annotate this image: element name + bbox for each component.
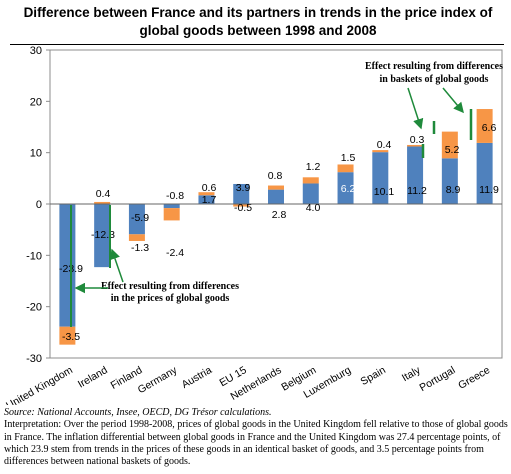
data-label: -5.9 <box>131 212 149 224</box>
source-note: Source: National Accounts, Insee, OECD, … <box>4 407 272 418</box>
bar-baskets-ireland <box>94 201 111 204</box>
bar-prices-germany <box>163 204 180 209</box>
chart-notes: Source: National Accounts, Insee, OECD, … <box>4 407 508 468</box>
data-label: -2.4 <box>166 247 184 259</box>
x-tick-label-ireland: Ireland <box>76 364 110 391</box>
data-label: 0.4 <box>377 139 392 151</box>
data-label: 0.3 <box>410 134 425 146</box>
bar-baskets-greece <box>476 109 493 143</box>
annotation-baskets-line: in baskets of global goods <box>380 74 489 85</box>
data-label: 1.5 <box>341 152 356 164</box>
bar-prices-luxemburg <box>337 172 354 204</box>
interpretation-note: Interpretation: Over the period 1998-200… <box>4 419 508 468</box>
annotation-prices-line: Effect resulting from differences <box>101 281 239 292</box>
data-label: 1.7 <box>202 194 217 206</box>
y-tick-label: 20 <box>30 96 42 108</box>
bar-prices-italy <box>407 146 424 204</box>
data-label: 10.1 <box>374 186 395 198</box>
bar-prices-portugal <box>441 158 458 204</box>
x-tick-label-austria: Austria <box>180 364 214 391</box>
bar-baskets-portugal <box>441 131 458 159</box>
data-label: -0.8 <box>166 190 184 202</box>
bar-prices-greece <box>476 142 493 204</box>
y-tick-label: 0 <box>36 199 42 211</box>
data-label: 8.9 <box>446 184 461 196</box>
data-label: -0.5 <box>234 202 252 214</box>
annotation-arrow <box>109 248 124 283</box>
data-label: -1.3 <box>131 242 149 254</box>
x-tick-label-italy: Italy <box>400 364 423 384</box>
data-label: 6.6 <box>482 122 497 134</box>
title-divider <box>10 44 504 45</box>
x-tick-label-spain: Spain <box>359 364 388 388</box>
bar-prices-belgium <box>302 183 319 204</box>
data-label: 0.4 <box>96 188 111 200</box>
data-label: -3.5 <box>62 331 80 343</box>
y-tick-label: 30 <box>30 45 42 57</box>
bar-prices-spain <box>372 152 389 204</box>
data-label: 2.8 <box>272 209 287 221</box>
y-tick-label: -30 <box>26 353 42 365</box>
data-label: 0.6 <box>202 182 217 194</box>
bar-prices-austria <box>198 195 215 204</box>
y-tick-label: -20 <box>26 302 42 314</box>
bar-baskets-united-kingdom <box>59 326 76 345</box>
bar-prices-eu-15 <box>233 183 250 204</box>
bar-baskets-netherlands <box>268 185 284 190</box>
data-label: 5.2 <box>445 144 460 156</box>
x-tick-label-united-kingdom: United Kingdom <box>4 364 75 405</box>
bar-prices-ireland <box>94 204 111 268</box>
bar-baskets-luxemburg <box>337 164 354 173</box>
data-label: 11.9 <box>479 184 499 196</box>
data-label: 0.8 <box>268 170 283 182</box>
annotation-arrow <box>407 87 424 130</box>
annotation-arrow <box>442 87 464 114</box>
annotation-baskets-line: Effect resulting from differences <box>365 61 503 72</box>
bar-prices-finland <box>128 204 145 235</box>
data-label: 1.2 <box>306 161 321 173</box>
x-tick-label-portugal: Portugal <box>417 364 457 394</box>
data-label: 11.2 <box>407 185 427 197</box>
bar-baskets-finland <box>128 234 145 241</box>
data-label: 6.2 <box>341 183 356 195</box>
annotation-prices-line: in the prices of global goods <box>111 293 230 304</box>
bar-baskets-germany <box>163 208 180 221</box>
data-label: 4.0 <box>306 202 321 214</box>
bar-baskets-belgium <box>302 177 319 184</box>
bar-prices-netherlands <box>268 189 284 204</box>
y-tick-label: -10 <box>26 250 42 262</box>
data-label: 3.9 <box>236 182 251 194</box>
bar-baskets-spain <box>372 150 389 153</box>
x-tick-label-germany: Germany <box>136 364 180 396</box>
bar-baskets-italy <box>407 144 424 147</box>
bar-baskets-austria <box>198 192 215 196</box>
x-tick-label-greece: Greece <box>456 364 492 392</box>
bar-baskets-eu-15 <box>233 204 250 207</box>
y-tick-label: 10 <box>30 148 42 160</box>
chart-title: Difference between France and its partne… <box>23 5 493 38</box>
data-label: -12.3 <box>91 229 115 241</box>
